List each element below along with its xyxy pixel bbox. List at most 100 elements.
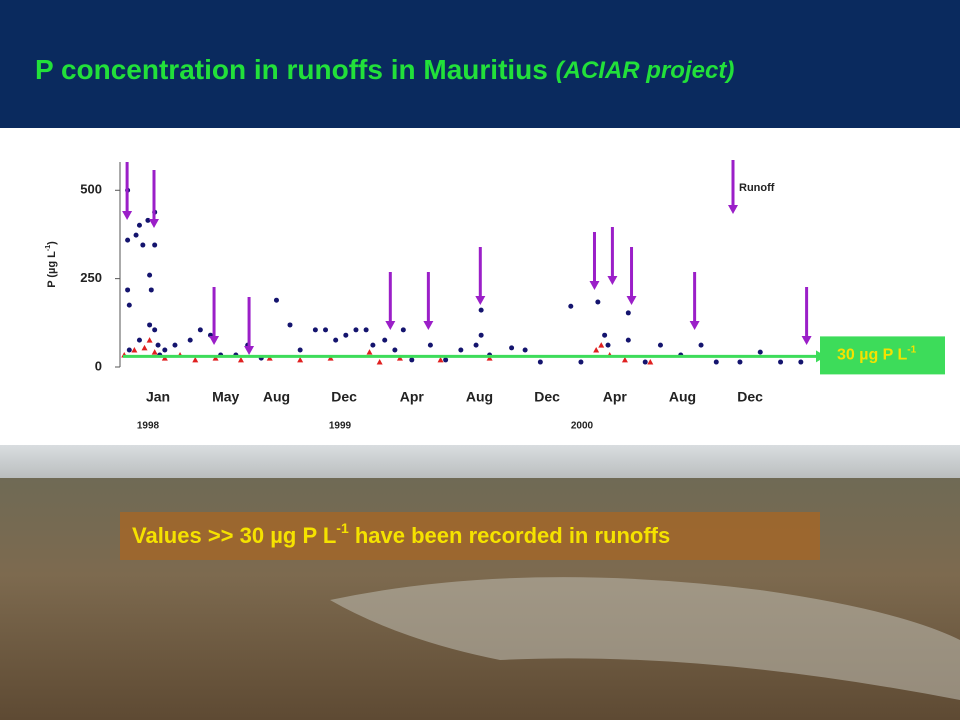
data-point [133, 232, 139, 238]
data-point [197, 327, 203, 333]
x-tick-label: Dec [331, 389, 357, 405]
data-point [136, 222, 142, 228]
data-point [162, 347, 168, 353]
photo-water [330, 577, 960, 700]
data-point [522, 347, 528, 353]
data-point [266, 355, 273, 361]
data-point [593, 347, 600, 353]
y-axis-label: P (µg L-1) [45, 241, 58, 288]
y-tick-label: 250 [80, 270, 102, 285]
runoff-arrow-head [689, 321, 700, 330]
data-point [642, 359, 648, 365]
data-point [437, 356, 444, 363]
year-label: 1999 [329, 421, 352, 432]
header-band [0, 0, 960, 128]
data-point [602, 332, 608, 338]
data-point [478, 332, 484, 338]
data-point [148, 287, 154, 293]
runoff-arrow-head [423, 321, 434, 330]
data-point [287, 322, 293, 328]
data-point [126, 347, 132, 353]
data-point [155, 342, 161, 348]
data-point [400, 327, 406, 333]
data-point [151, 349, 158, 355]
x-tick-label: Dec [737, 389, 763, 405]
data-point [396, 355, 403, 361]
data-point [595, 299, 601, 305]
data-point [147, 322, 153, 328]
data-point [146, 337, 153, 343]
runoff-arrow-head [607, 276, 618, 285]
y-label-tail: ) [46, 241, 58, 245]
data-point [647, 359, 654, 365]
data-point [212, 355, 219, 361]
banner-main: Values >> 30 µg P L [132, 523, 336, 548]
data-point [353, 327, 359, 333]
data-point [140, 242, 146, 248]
threshold-label: 30 µg P L-1 [837, 344, 917, 364]
data-point [568, 303, 574, 309]
data-point [798, 359, 804, 365]
data-point [382, 337, 388, 343]
data-point [578, 359, 584, 365]
data-point [509, 345, 515, 351]
data-point [366, 349, 373, 355]
threshold-label-sup: -1 [907, 344, 916, 355]
y-tick-label: 500 [80, 182, 102, 197]
data-point [273, 297, 279, 303]
y-label-sup: -1 [45, 245, 52, 251]
x-tick-label: Jan [146, 389, 170, 405]
x-tick-label: Aug [466, 389, 493, 405]
runoff-arrow-head [589, 281, 600, 290]
data-point [713, 359, 719, 365]
data-point [131, 347, 138, 353]
data-point [657, 342, 663, 348]
data-point [473, 342, 479, 348]
data-point [147, 272, 153, 278]
data-point [333, 337, 339, 343]
data-point [152, 327, 158, 333]
year-label: 1998 [137, 421, 160, 432]
y-label-main: P (µg L [46, 251, 58, 288]
data-point [363, 327, 369, 333]
data-point [370, 342, 376, 348]
threshold-label-main: 30 µg P L [837, 347, 908, 364]
data-point [537, 359, 543, 365]
x-tick-label: Aug [263, 389, 290, 405]
photo-sky [0, 445, 960, 480]
data-point [625, 310, 631, 316]
runoff-arrow-head [209, 336, 220, 345]
data-point [152, 242, 158, 248]
data-point [478, 307, 484, 313]
data-point [141, 344, 148, 351]
title-note: (ACIAR project) [556, 57, 735, 84]
runoff-arrow-head [728, 205, 738, 214]
data-point [192, 356, 199, 363]
data-point [145, 217, 151, 223]
banner-text: Values >> 30 µg P L-1 have been recorded… [132, 520, 670, 548]
data-point [698, 342, 704, 348]
runoff-arrow-head [244, 346, 255, 355]
runoff-legend-label: Runoff [739, 182, 775, 194]
data-point [136, 337, 142, 343]
threshold-label-box [820, 336, 945, 375]
data-point [376, 359, 383, 365]
data-point [605, 342, 611, 348]
banner-sup: -1 [336, 520, 349, 536]
data-point [486, 355, 493, 361]
data-point [125, 237, 131, 243]
data-point [297, 356, 304, 363]
year-label: 2000 [571, 421, 594, 432]
runoff-arrow-head [475, 296, 486, 305]
data-point [621, 356, 628, 363]
data-point [125, 287, 131, 293]
data-point [126, 302, 132, 308]
data-point [161, 355, 168, 361]
data-point [757, 349, 763, 355]
data-point [312, 327, 318, 333]
data-point [343, 332, 349, 338]
banner-tail: have been recorded in runoffs [349, 523, 671, 548]
data-point [297, 347, 303, 353]
data-point [327, 355, 334, 361]
